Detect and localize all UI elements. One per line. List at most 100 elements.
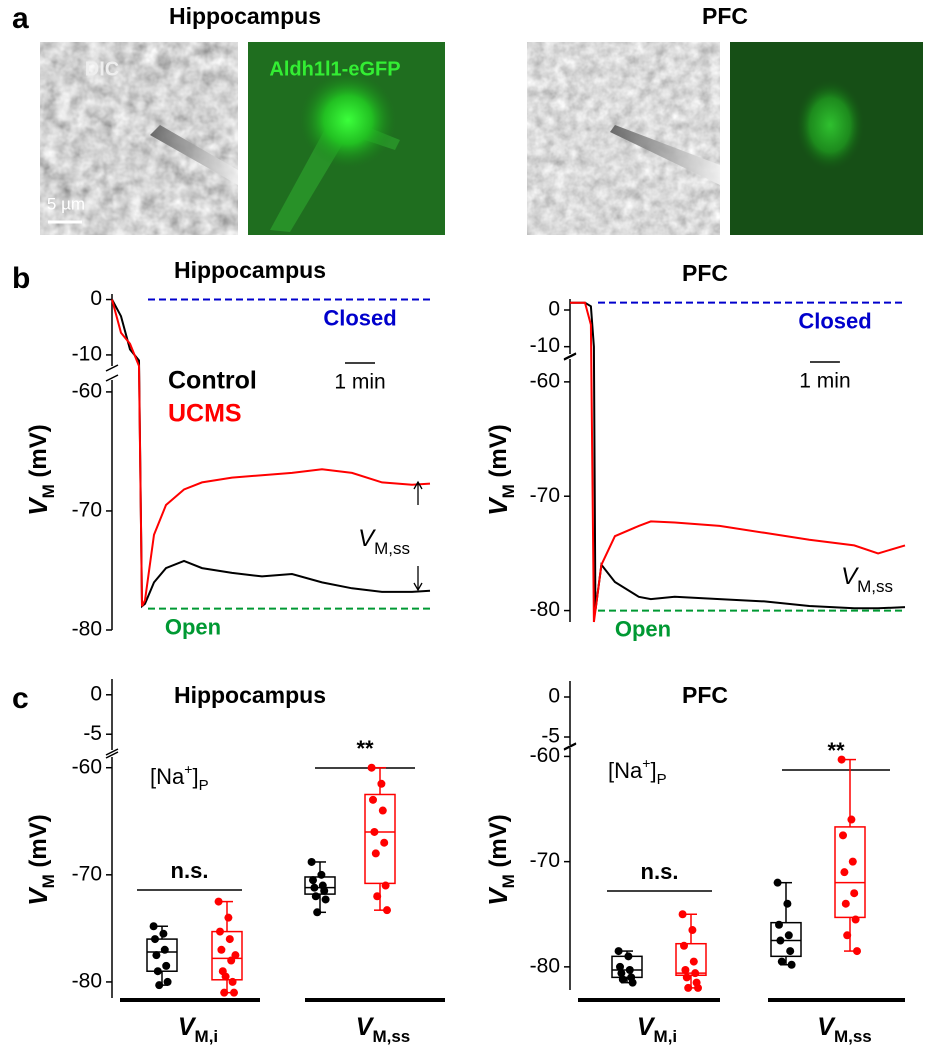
data-point: [373, 892, 382, 901]
data-point: [689, 957, 698, 966]
trace: [111, 299, 431, 607]
y-tick-label: -10: [530, 334, 560, 357]
data-point: [370, 827, 379, 836]
panel-label: c: [12, 682, 29, 715]
y-tick-label: 0: [90, 287, 102, 310]
data-point: [228, 977, 237, 986]
box: [675, 942, 707, 977]
reference-label: Closed: [323, 305, 396, 330]
data-point: [162, 961, 171, 970]
y-tick-label: -70: [530, 484, 560, 507]
data-point: [214, 897, 223, 906]
y-label-part: V: [23, 496, 53, 516]
dic-image-hippocampus: DIC 5 µm: [40, 42, 238, 235]
data-point: [841, 899, 850, 908]
inset-label: [Na+]P: [150, 761, 209, 795]
data-point: [163, 977, 172, 986]
axis-break: [105, 751, 119, 759]
axis-break: [563, 353, 577, 361]
category-label: VM,i: [178, 1013, 218, 1046]
data-point: [367, 763, 376, 772]
y-label-part: V: [483, 886, 513, 906]
reference-label: Open: [165, 614, 221, 639]
data-point: [155, 981, 164, 990]
y-label-part: M: [39, 484, 58, 498]
data-point: [624, 952, 633, 961]
y-tick-label: -10: [72, 342, 102, 365]
data-point: [691, 969, 700, 978]
cell: [796, 80, 864, 170]
legend-entry: UCMS: [168, 400, 242, 428]
data-point: [307, 857, 316, 866]
data-point: [618, 975, 627, 984]
category-part: V: [637, 1013, 656, 1041]
data-point: [381, 881, 390, 890]
y-tick-label: 0: [548, 685, 560, 708]
y-tick-label: 0: [90, 682, 102, 705]
y-tick-label: -80: [72, 969, 102, 992]
data-point: [694, 983, 702, 992]
annotation-part: M,ss: [857, 577, 893, 596]
data-point: [837, 755, 846, 764]
data-point: [787, 960, 796, 969]
y-tick-label: -60: [530, 369, 560, 392]
data-point: [151, 935, 159, 944]
data-point: [310, 883, 319, 892]
data-point: [840, 868, 849, 877]
data-point: [853, 947, 861, 956]
data-point: [221, 972, 230, 981]
panel-label: a: [12, 2, 29, 35]
category-part: V: [356, 1013, 375, 1041]
y-label-part: M: [499, 484, 518, 498]
y-tick-label: -70: [72, 862, 102, 885]
data-point: [783, 899, 792, 908]
trace: [111, 299, 431, 609]
dic-image-pfc: [527, 42, 720, 235]
y-tick-label: -80: [530, 954, 560, 977]
data-point: [614, 947, 623, 956]
category-part: V: [817, 1013, 836, 1041]
y-label-part: (mV): [25, 814, 52, 874]
cell: [300, 72, 396, 168]
data-point: [217, 945, 226, 954]
box: [834, 826, 866, 919]
category-part: V: [178, 1013, 197, 1041]
data-point: [617, 969, 626, 978]
category-part: M,i: [195, 1027, 219, 1046]
y-tick-label: -70: [72, 498, 102, 521]
axis-break: [563, 742, 577, 750]
annotation: VM,ss: [358, 525, 410, 558]
inset-part: ]: [192, 764, 198, 789]
data-point: [160, 945, 169, 954]
data-point: [383, 906, 391, 915]
data-point: [776, 936, 785, 945]
significance-label: **: [356, 736, 374, 761]
data-point: [851, 915, 860, 924]
annotation: VM,ss: [841, 563, 893, 596]
data-point: [684, 983, 693, 992]
y-label-part: V: [483, 496, 513, 516]
axis-break: [105, 364, 119, 372]
arrow-head: [413, 480, 423, 490]
data-point: [371, 849, 380, 858]
category-label: VM,ss: [817, 1013, 871, 1046]
box: [146, 938, 178, 972]
data-point: [777, 957, 786, 966]
data-point: [321, 895, 330, 904]
inset-part: [Na: [608, 758, 643, 783]
trace: [570, 301, 906, 623]
image: [40, 42, 238, 235]
y-label-part: (mV): [25, 424, 52, 484]
scale-bar-label: 1 min: [799, 370, 850, 393]
annotation-part: V: [358, 525, 376, 552]
panel-label: b: [12, 262, 30, 295]
data-point: [224, 913, 233, 922]
data-point: [313, 908, 322, 917]
data-point: [230, 988, 238, 997]
y-label-part: M: [39, 874, 58, 888]
data-point: [773, 878, 782, 887]
data-point: [216, 927, 224, 936]
category-part: M,ss: [834, 1027, 872, 1046]
image-title: Hippocampus: [169, 3, 321, 29]
